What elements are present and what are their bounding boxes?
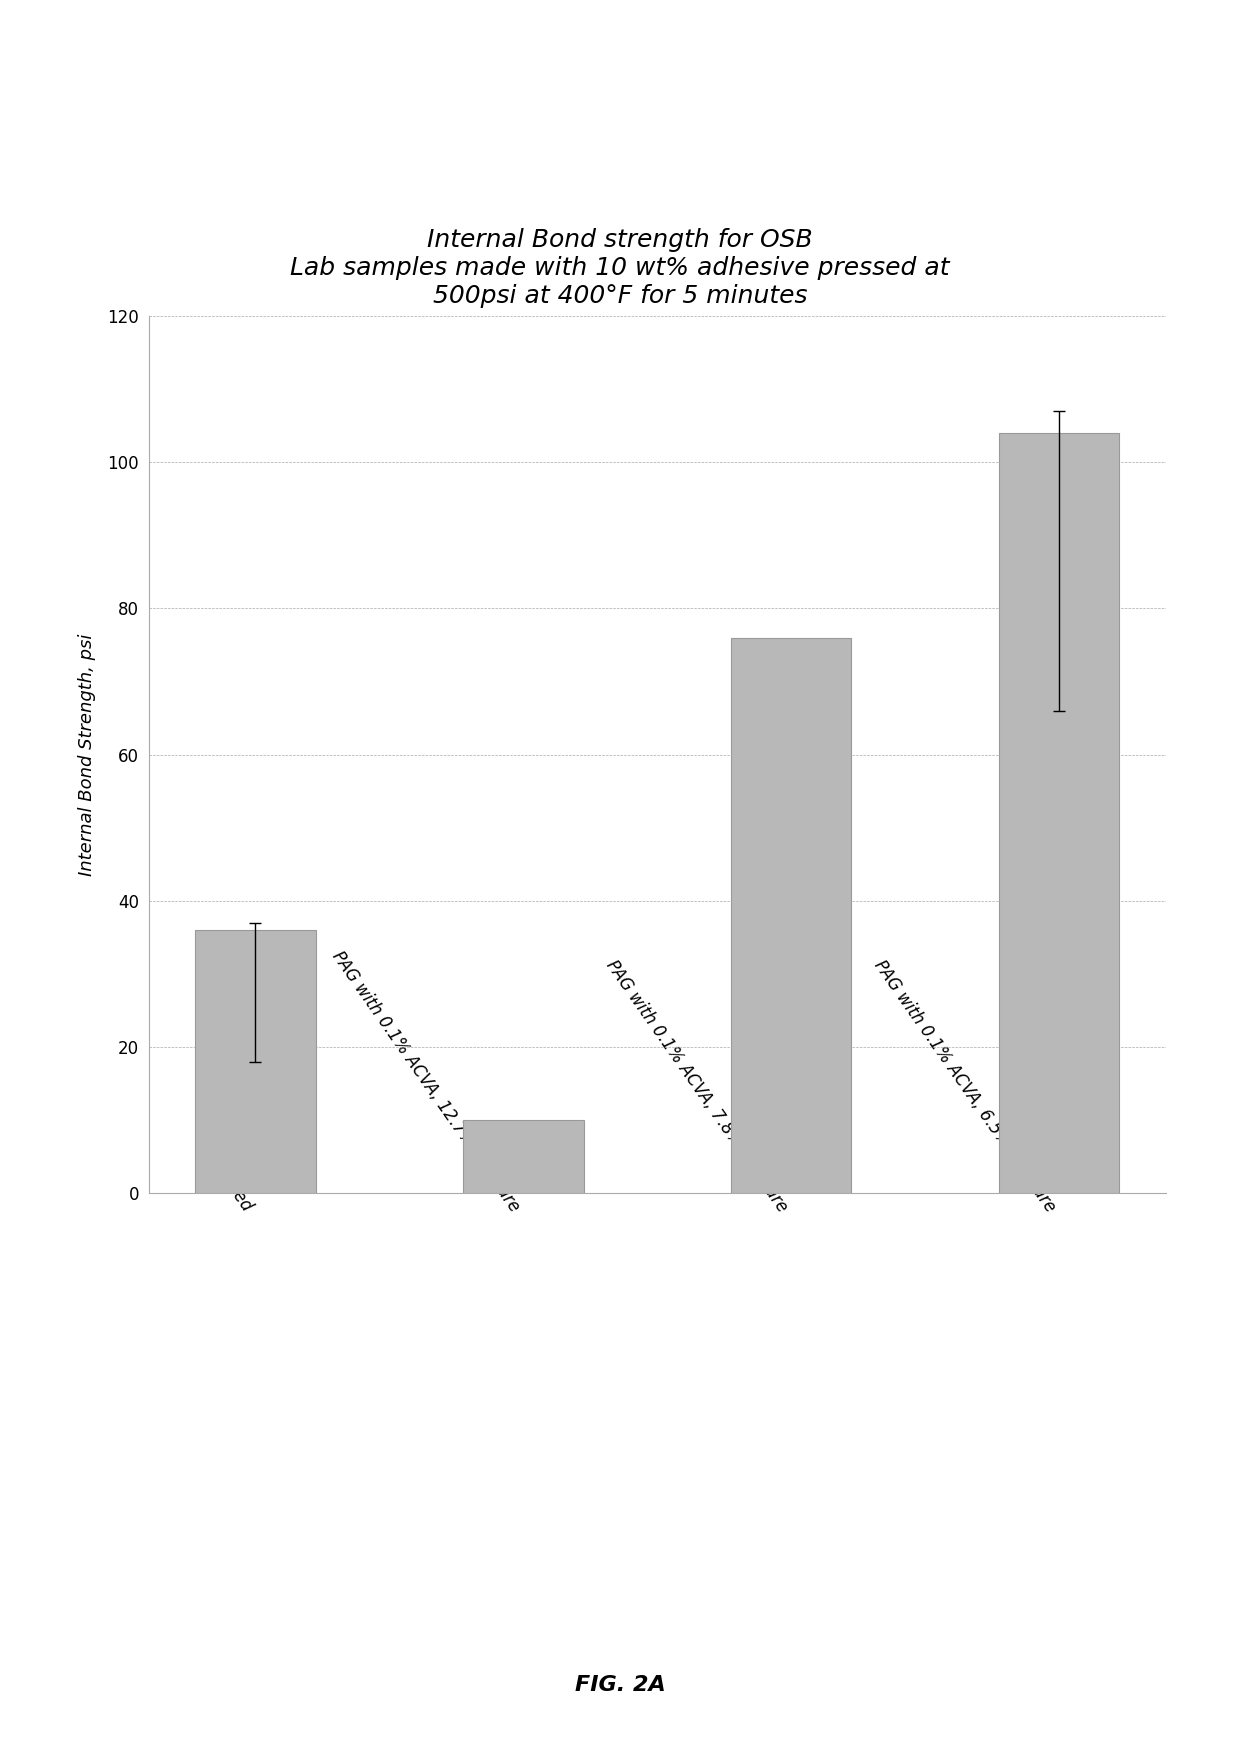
Bar — [463, 1120, 584, 1193]
Bar — [730, 637, 852, 1193]
Text: Internal Bond strength for OSB
Lab samples made with 10 wt% adhesive pressed at
: Internal Bond strength for OSB Lab sampl… — [290, 228, 950, 307]
Bar — [998, 433, 1120, 1193]
Bar — [195, 930, 316, 1193]
Y-axis label: Internal Bond Strength, psi: Internal Bond Strength, psi — [78, 634, 97, 876]
Text: FIG. 2A: FIG. 2A — [574, 1674, 666, 1695]
